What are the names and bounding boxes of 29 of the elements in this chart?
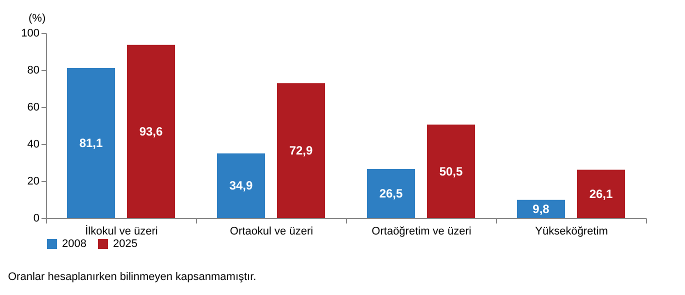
x-tick-label: Ortaokul ve üzeri: [230, 226, 314, 238]
bar: [67, 68, 115, 218]
x-tick-label: Yükseköğretim: [535, 226, 608, 238]
y-tick-label: 40: [27, 138, 40, 150]
text: Oranlar hesaplanırken bilinmeyen kapsanmamıştır.: [8, 271, 258, 283]
bar: [277, 83, 325, 218]
x-tick-label: Ortaöğretim ve üzeri: [372, 226, 472, 238]
y-tick-label: 0: [33, 212, 40, 224]
data-label: 72,9: [289, 144, 313, 158]
data-label: 26,1: [589, 186, 613, 201]
x-tick-label: İlkokul ve üzeri: [85, 224, 158, 238]
bar: [127, 44, 175, 218]
bar: [577, 170, 625, 218]
legend-label: 2008: [62, 238, 86, 250]
data-label: 9,8: [532, 202, 550, 216]
y-axis-title: (%): [28, 12, 46, 24]
y-tick-label: 60: [27, 102, 40, 114]
y-tick-label: 20: [27, 176, 40, 188]
bar: [427, 124, 475, 218]
legend-label: 2025: [113, 238, 138, 250]
data-label: 93,6: [139, 124, 163, 138]
data-label: 50,5: [439, 164, 463, 178]
bar: [217, 153, 265, 218]
y-tick-label: 100: [21, 28, 40, 40]
data-label: 34,9: [229, 178, 253, 193]
data-label: 81,1: [79, 136, 103, 150]
y-tick-label: 80: [27, 64, 40, 76]
bar: [367, 168, 415, 218]
data-label: 26,5: [379, 186, 403, 200]
